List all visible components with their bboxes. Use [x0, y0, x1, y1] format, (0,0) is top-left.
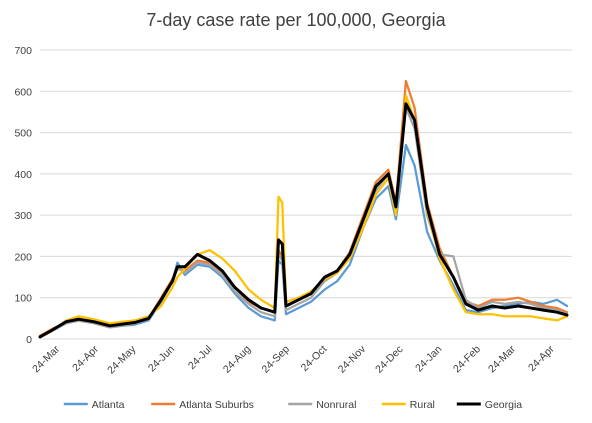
- x-tick-label: 24-Feb: [451, 343, 483, 375]
- y-tick-label: 700: [14, 45, 32, 57]
- series-line-georgia: [38, 102, 569, 339]
- x-tick-label: 24-Apr: [70, 343, 101, 374]
- y-tick-label: 600: [14, 86, 32, 98]
- x-tick-label: 24-Mar: [30, 343, 62, 375]
- y-tick-label: 0: [26, 334, 32, 346]
- y-tick-label: 300: [14, 210, 32, 222]
- y-tick-label: 100: [14, 293, 32, 305]
- legend-label: Atlanta: [92, 399, 125, 411]
- y-tick-label: 500: [14, 128, 32, 140]
- series-line-atlanta: [38, 143, 569, 339]
- x-tick-label: 24-Aug: [221, 343, 254, 376]
- y-axis-ticks: 0 100 200 300 400 500 600 700: [14, 45, 32, 346]
- series-lines: [38, 79, 569, 339]
- x-tick-label: 24-Jan: [413, 343, 444, 374]
- grid-lines: [40, 49, 572, 340]
- x-axis-ticks: 24-Mar 24-Apr 24-May 24-Jun 24-Jul 24-Aug 24-S…: [30, 343, 557, 377]
- legend-label: Georgia: [485, 399, 523, 411]
- x-tick-label: 24-Nov: [336, 343, 369, 376]
- x-tick-label: 24-Dec: [373, 343, 405, 375]
- y-tick-label: 400: [14, 169, 32, 181]
- x-tick-label: 24-Sep: [260, 343, 293, 376]
- legend-label: Rural: [410, 399, 435, 411]
- x-tick-label: 24-Apr: [526, 343, 557, 374]
- legend: Atlanta Atlanta Suburbs Nonrural Rural Georg…: [63, 399, 523, 411]
- series-line-rural: [38, 94, 569, 339]
- x-tick-label: 24-Mar: [486, 343, 518, 375]
- chart-title: 7-day case rate per 100,000, Georgia: [146, 10, 446, 30]
- x-tick-label: 24-Jun: [146, 343, 177, 374]
- y-tick-label: 200: [14, 251, 32, 263]
- legend-label: Atlanta Suburbs: [179, 399, 254, 411]
- x-tick-label: 24-Oct: [299, 343, 330, 374]
- x-tick-label: 24-May: [105, 343, 139, 377]
- x-tick-label: 24-Jul: [186, 343, 215, 372]
- legend-label: Nonrural: [316, 399, 356, 411]
